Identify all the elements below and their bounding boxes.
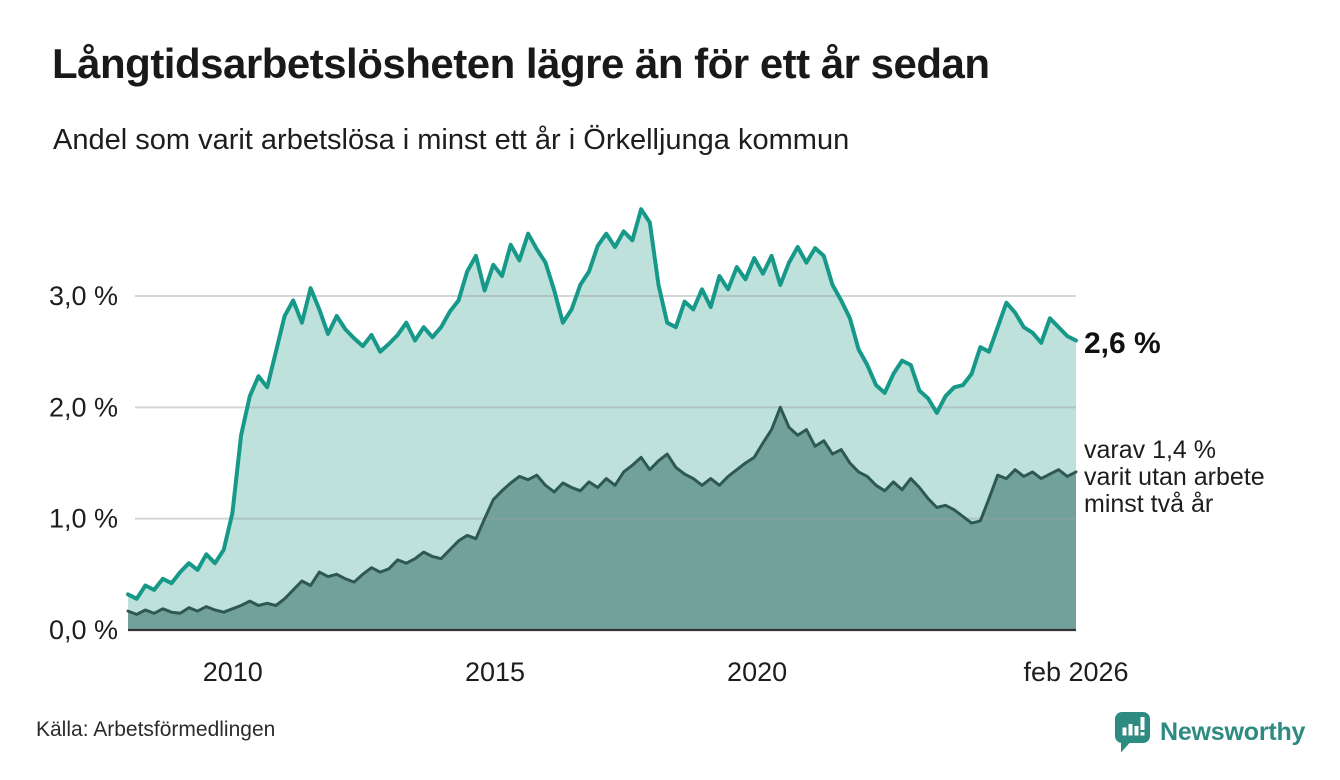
x-tick-label: feb 2026 [1023, 657, 1128, 687]
logo-bar-2 [1128, 724, 1133, 736]
y-tick-label: 3,0 % [49, 281, 118, 311]
y-tick-label: 1,0 % [49, 504, 118, 534]
x-tick-label: 2010 [203, 657, 263, 687]
chart-title: Långtidsarbetslösheten lägre än för ett … [52, 40, 990, 87]
x-tick-label: 2020 [727, 657, 787, 687]
newsworthy-logo: Newsworthy [1114, 710, 1305, 754]
latest-subvalue-line3: minst två år [1084, 490, 1214, 518]
newsworthy-bubble-icon [1115, 712, 1150, 753]
latest-subvalue-line2: varit utan arbete [1084, 463, 1265, 491]
y-tick-label: 2,0 % [49, 392, 118, 422]
logo-exclamation-stem [1140, 717, 1145, 730]
latest-value-label: 2,6 % [1084, 327, 1161, 360]
line-series-2 [126, 405, 1078, 616]
y-tick-label: 0,0 % [49, 615, 118, 645]
line-series-1 [126, 207, 1078, 601]
source-caption: Källa: Arbetsförmedlingen [36, 718, 276, 741]
logo-bar-3 [1134, 726, 1139, 736]
brand-name: Newsworthy [1160, 717, 1306, 746]
chart-subtitle: Andel som varit arbetslösa i minst ett å… [53, 124, 850, 156]
logo-exclamation-dot [1140, 732, 1145, 736]
logo-bar-1 [1122, 727, 1127, 736]
latest-subvalue-line1: varav 1,4 % [1084, 436, 1217, 464]
latest-subvalue-label: varav 1,4 % varit utan arbete minst två … [1084, 437, 1265, 518]
x-tick-label: 2015 [465, 657, 525, 687]
